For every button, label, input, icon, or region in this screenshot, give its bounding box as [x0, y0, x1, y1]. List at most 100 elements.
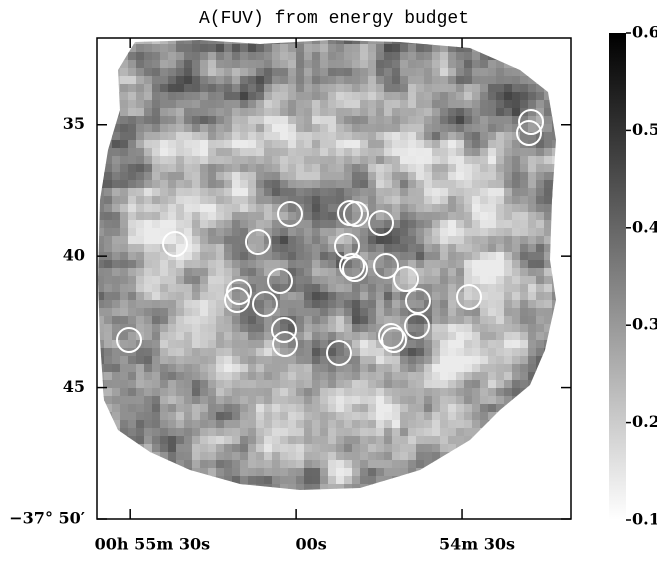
map-pixel [432, 308, 441, 317]
map-pixel [136, 76, 145, 85]
map-pixel [168, 92, 177, 101]
map-pixel [328, 260, 337, 269]
map-pixel [280, 276, 289, 285]
map-pixel [552, 492, 561, 501]
map-pixel [200, 52, 209, 61]
map-pixel [392, 196, 401, 205]
map-pixel [536, 316, 545, 325]
map-pixel [432, 340, 441, 349]
map-pixel [320, 436, 329, 445]
map-pixel [552, 468, 556, 477]
map-pixel [416, 452, 425, 461]
map-pixel [152, 332, 161, 341]
map-pixel [496, 452, 505, 461]
map-pixel [216, 60, 225, 69]
map-pixel [432, 436, 441, 445]
map-pixel [528, 196, 537, 205]
map-pixel [120, 308, 129, 317]
map-pixel [448, 204, 457, 213]
map-pixel [488, 44, 497, 53]
map-pixel [120, 76, 129, 85]
map-pixel [104, 268, 113, 277]
map-pixel [408, 316, 417, 325]
map-pixel [288, 340, 297, 349]
map-pixel [488, 204, 497, 213]
map-pixel [136, 260, 145, 269]
map-pixel [256, 148, 265, 157]
map-pixel [376, 68, 385, 77]
map-pixel [360, 204, 369, 213]
map-pixel [184, 236, 193, 245]
map-pixel [568, 300, 577, 309]
map-pixel [224, 188, 233, 197]
map-pixel [488, 172, 497, 181]
y-tick-label: −37° 50′ [9, 509, 85, 528]
map-pixel [456, 476, 465, 485]
map-pixel [464, 92, 473, 101]
map-pixel [424, 308, 433, 317]
map-pixel [344, 308, 353, 317]
map-pixel [416, 228, 425, 237]
map-pixel [568, 348, 577, 357]
map-pixel [408, 132, 417, 141]
map-pixel [176, 156, 185, 165]
map-pixel [144, 244, 153, 253]
map-pixel [256, 52, 265, 61]
map-pixel [312, 380, 321, 389]
map-pixel [472, 292, 481, 301]
map-pixel [384, 212, 393, 221]
map-pixel [128, 276, 137, 285]
map-pixel [200, 412, 209, 421]
map-pixel [408, 140, 417, 149]
map-pixel [424, 148, 433, 157]
map-pixel [296, 356, 305, 365]
map-pixel [232, 60, 241, 69]
map-pixel [232, 372, 241, 381]
map-pixel [368, 372, 377, 381]
map-pixel [384, 164, 393, 173]
map-pixel [456, 388, 465, 397]
map-pixel [288, 100, 297, 109]
map-pixel [392, 468, 401, 477]
map-pixel [120, 204, 129, 213]
map-pixel [376, 316, 385, 325]
map-pixel [568, 460, 577, 469]
map-pixel [464, 228, 473, 237]
map-pixel [104, 404, 113, 413]
map-pixel [520, 452, 529, 461]
map-pixel [560, 68, 569, 77]
map-pixel [184, 60, 193, 69]
map-pixel [272, 452, 281, 461]
map-pixel [208, 132, 217, 141]
map-pixel [352, 100, 361, 109]
map-pixel [424, 268, 433, 277]
map-pixel [440, 284, 449, 293]
map-pixel [416, 44, 425, 53]
map-pixel [464, 220, 473, 229]
map-pixel [552, 52, 556, 61]
map-pixel [520, 228, 529, 237]
colorbar-tick-label: 0.4 [632, 217, 657, 236]
map-pixel [184, 484, 193, 490]
map-pixel [560, 332, 569, 341]
map-pixel [440, 92, 449, 101]
map-pixel [472, 252, 481, 261]
map-pixel [232, 140, 241, 149]
map-pixel [232, 116, 241, 125]
map-pixel [192, 460, 201, 469]
map-pixel [384, 284, 393, 293]
map-pixel [256, 268, 265, 277]
map-pixel [432, 116, 441, 125]
map-pixel [568, 372, 577, 381]
map-pixel [98, 228, 105, 237]
map-pixel [128, 308, 137, 317]
map-pixel [408, 244, 417, 253]
map-pixel [264, 300, 273, 309]
map-pixel [512, 356, 521, 365]
map-pixel [248, 212, 257, 221]
map-pixel [392, 356, 401, 365]
map-pixel [296, 220, 305, 229]
map-pixel [280, 396, 289, 405]
map-pixel [360, 436, 369, 445]
map-pixel [208, 492, 217, 501]
